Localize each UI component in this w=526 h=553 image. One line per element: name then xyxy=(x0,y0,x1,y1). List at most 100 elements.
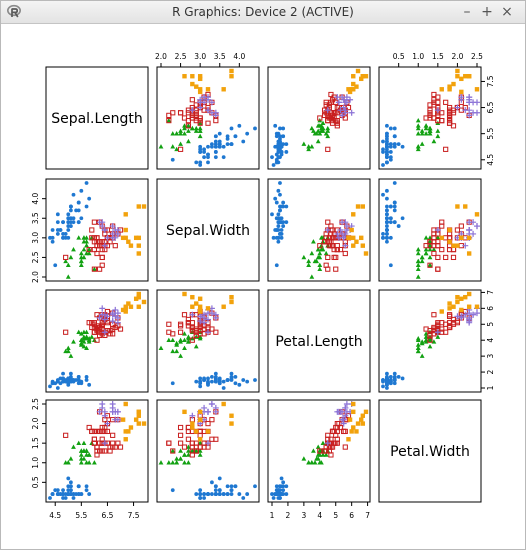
data-point-group-2 xyxy=(186,339,191,344)
data-point-group-1 xyxy=(87,492,92,496)
data-point-group-5 xyxy=(136,243,141,248)
data-point-group-2 xyxy=(178,131,183,136)
data-point-group-2 xyxy=(81,246,87,252)
data-point-group-1 xyxy=(281,224,286,228)
data-point-group-3 xyxy=(189,337,195,343)
data-point-group-1 xyxy=(245,131,250,136)
data-point-group-1 xyxy=(217,476,222,481)
data-point-group-3 xyxy=(427,107,433,113)
data-point-group-5 xyxy=(190,425,195,430)
data-point-group-5 xyxy=(128,425,134,430)
data-point-group-3 xyxy=(185,316,192,323)
data-point-group-2 xyxy=(197,133,203,139)
data-point-group-3 xyxy=(91,329,97,335)
data-point-group-3 xyxy=(435,118,441,124)
data-point-group-5 xyxy=(455,299,460,305)
data-point-group-4 xyxy=(324,107,331,114)
close-button[interactable]: × xyxy=(501,4,513,20)
data-point-group-5 xyxy=(141,299,147,305)
data-point-group-3 xyxy=(325,118,331,124)
data-point-group-2 xyxy=(427,128,433,133)
data-point-group-2 xyxy=(182,345,187,350)
data-point-group-5 xyxy=(347,89,353,95)
data-point-group-5 xyxy=(439,309,444,314)
data-point-group-1 xyxy=(381,232,385,236)
data-point-group-2 xyxy=(435,133,441,139)
tick-label: 7 xyxy=(486,290,495,295)
data-point-group-1 xyxy=(68,224,73,228)
data-point-group-1 xyxy=(229,142,234,147)
data-point-group-1 xyxy=(210,492,214,496)
data-point-group-5 xyxy=(229,421,234,426)
panel-2-2: Sepal.Width xyxy=(156,178,260,282)
data-point-group-1 xyxy=(279,476,284,481)
data-point-group-1 xyxy=(198,160,203,165)
data-point-group-5 xyxy=(197,417,203,422)
data-point-group-1 xyxy=(68,208,73,213)
data-point-group-1 xyxy=(225,142,230,147)
minimize-button[interactable]: – xyxy=(463,4,471,20)
data-point-group-1 xyxy=(84,204,89,209)
window-titlebar[interactable]: R Graphics: Device 2 (ACTIVE) – + × xyxy=(1,1,525,24)
data-point-group-5 xyxy=(363,251,369,256)
data-point-group-2 xyxy=(311,128,316,133)
panel-3-4 xyxy=(378,289,482,393)
data-point-group-1 xyxy=(276,144,281,149)
data-point-group-1 xyxy=(284,492,289,496)
panel-frame xyxy=(45,178,149,282)
data-point-group-2 xyxy=(325,235,331,240)
tick-label: 4.5 xyxy=(486,154,495,166)
data-point-group-5 xyxy=(141,421,147,426)
data-point-group-1 xyxy=(276,150,281,154)
data-point-group-4 xyxy=(96,219,103,226)
data-point-group-2 xyxy=(415,348,421,354)
data-point-group-3 xyxy=(97,332,103,339)
tick-label: 0.5 xyxy=(31,476,40,488)
data-point-group-2 xyxy=(86,250,92,256)
data-point-group-4 xyxy=(470,230,477,237)
data-point-group-2 xyxy=(415,246,421,252)
data-point-group-4 xyxy=(335,99,342,106)
data-point-group-1 xyxy=(66,488,71,493)
data-point-group-2 xyxy=(91,460,97,465)
data-point-group-5 xyxy=(360,74,366,79)
data-point-group-3 xyxy=(423,115,429,121)
data-point-group-2 xyxy=(419,340,425,346)
data-point-group-3 xyxy=(94,452,100,458)
tick-label: 4.0 xyxy=(31,192,40,204)
data-point-group-5 xyxy=(197,89,203,95)
data-point-group-1 xyxy=(284,484,289,489)
data-point-group-5 xyxy=(136,413,141,418)
data-point-group-3 xyxy=(323,102,329,108)
data-point-group-3 xyxy=(427,112,433,118)
panel-4-4: Petal.Width xyxy=(378,399,482,503)
data-point-group-2 xyxy=(81,343,87,349)
data-point-group-1 xyxy=(229,484,234,489)
data-point-group-5 xyxy=(455,294,460,300)
data-point-group-1 xyxy=(61,379,65,384)
data-point-group-1 xyxy=(206,144,210,149)
data-point-group-3 xyxy=(189,115,195,121)
data-point-group-2 xyxy=(427,235,433,240)
data-point-group-2 xyxy=(91,337,97,343)
data-point-group-5 xyxy=(459,89,464,95)
data-point-group-1 xyxy=(71,220,76,225)
data-point-group-1 xyxy=(210,144,214,149)
data-point-group-1 xyxy=(385,371,389,376)
data-point-group-1 xyxy=(66,492,71,496)
maximize-button[interactable]: + xyxy=(481,4,493,20)
data-point-group-1 xyxy=(68,488,73,493)
data-point-group-1 xyxy=(217,131,222,136)
data-point-group-5 xyxy=(123,212,128,217)
data-point-group-5 xyxy=(459,235,464,241)
data-point-group-3 xyxy=(94,243,100,249)
data-point-group-3 xyxy=(177,321,184,327)
panel-frame xyxy=(267,399,371,503)
data-point-group-3 xyxy=(99,262,105,268)
data-point-group-3 xyxy=(189,452,195,458)
data-point-group-3 xyxy=(177,323,184,329)
data-point-group-2 xyxy=(427,254,433,260)
data-point-group-3 xyxy=(94,328,100,334)
data-point-group-5 xyxy=(360,421,366,426)
data-point-group-2 xyxy=(311,239,316,244)
